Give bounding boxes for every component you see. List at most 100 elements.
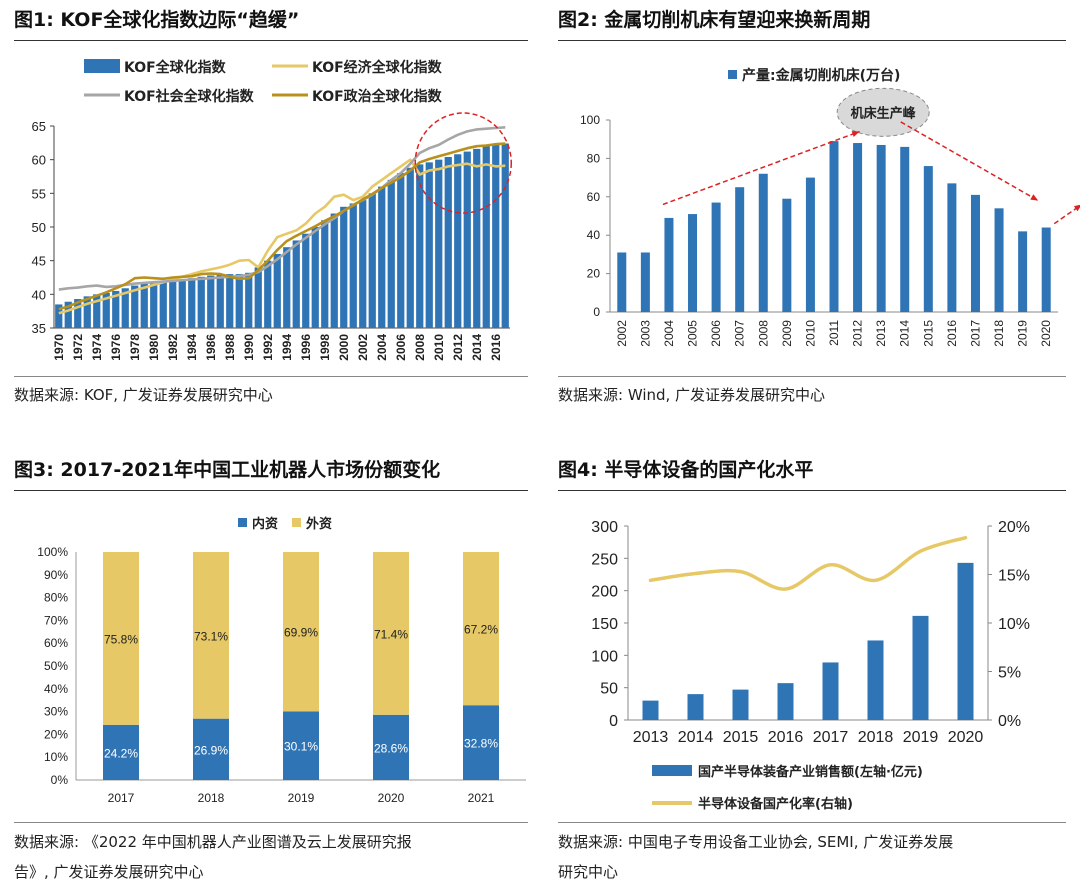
x-tick-label: 2008 [413,334,427,361]
x-tick-label: 2020 [378,791,405,805]
y-tick-label: 65 [32,119,46,134]
data-label-domestic: 28.6% [374,741,408,755]
bar [642,700,659,720]
source-rule [14,376,528,377]
data-label-foreign: 75.8% [104,632,138,646]
bar [912,615,929,720]
source-note-line1: 数据来源: 中国电子专用设备工业协会, SEMI, 广发证券发展 [558,833,954,851]
x-tick-label: 2016 [768,729,804,746]
x-tick-label: 1972 [71,334,85,361]
x-tick-label: 1992 [261,334,275,361]
bar [829,141,839,312]
kof-chart: KOF全球化指数 KOF经济全球化指数 KOF社会全球化指数 KOF政治全球化指数 35… [32,59,512,361]
panel-title: 图3: 2017-2021年中国工业机器人市场份额变化 [14,459,441,481]
panel-title: 图2: 金属切削机床有望迎来换新周期 [558,9,871,31]
bar [330,213,338,328]
panel-title: 图1: KOF全球化指数边际“趋缓” [14,9,300,31]
x-tick-label: 2017 [968,320,982,347]
highlight-circle [414,112,512,214]
bar [822,662,839,720]
legend-label: KOF政治全球化指数 [312,88,443,105]
bar [492,144,500,328]
x-tick-label: 2012 [451,334,465,361]
x-tick-label: 2015 [921,320,935,347]
x-tick-label: 1980 [147,334,161,361]
bar [207,275,215,328]
bar [216,274,224,328]
y-tick-label: 30% [44,705,68,719]
legend-swatch [292,518,301,527]
x-tick-label: 2016 [945,320,959,347]
legend-label: KOF全球化指数 [124,59,227,76]
bar [900,146,910,312]
series-line [648,535,968,591]
title-rule [14,490,528,491]
bar [83,296,91,328]
bar [444,156,452,328]
y-tick-label-right: 0% [998,713,1021,730]
x-tick-label: 2013 [874,320,888,347]
bar [245,272,253,328]
legend-label: 产量:金属切削机床(万台) [742,67,900,84]
bar [359,200,367,328]
bar [923,166,933,312]
x-tick-label: 1998 [318,334,332,361]
title-rule [14,40,528,41]
bar [55,304,63,328]
y-tick-label: 90% [44,568,68,582]
bar [1018,231,1028,312]
y-tick-label-left: 150 [591,616,618,633]
y-tick-label-left: 0 [609,713,618,730]
legend-label: 国产半导体装备产业销售额(左轴·亿元) [698,764,923,780]
legend-swatch [652,765,692,776]
legend-label: 内资 [252,516,278,532]
bar-foreign [103,552,139,725]
y-tick-label: 60 [587,190,601,204]
bar [235,274,243,328]
bar [463,151,471,328]
bar [188,278,196,328]
panel-semi-equipment: 图4: 半导体设备的国产化水平 0 50 100 150 200 250 300 0% 5% 10… [558,456,1074,892]
x-tick-label: 2002 [356,334,370,361]
y-tick-label: 10% [44,750,68,764]
arrow-head [851,131,860,138]
x-tick-label: 2021 [468,791,495,805]
y-tick-label-right: 20% [998,519,1030,536]
bar [273,253,281,328]
x-tick-label: 2018 [992,320,1006,347]
y-tick-label-left: 100 [591,648,618,665]
y-tick-label-left: 300 [591,519,618,536]
bar [782,198,792,312]
bar-foreign [373,552,409,715]
robot-share-chart: 内资 外资 0% 10% 20% 30% 40% 50% 60% 70% 80% 90% 100% 24.… [37,516,526,805]
bar [178,279,186,328]
bar-domestic [463,705,499,780]
x-tick-label: 2011 [827,320,841,346]
x-tick-label: 1988 [223,334,237,361]
x-tick-label: 2004 [375,334,389,361]
series-line [58,142,506,311]
y-tick-label: 55 [32,186,46,201]
bar [416,164,424,328]
x-tick-label: 1976 [109,334,123,361]
y-tick-label-right: 5% [998,665,1021,682]
data-label-domestic: 32.8% [464,737,498,751]
peak-annotation: 机床生产峰 [851,105,917,121]
data-label-foreign: 73.1% [194,629,228,643]
x-tick-label: 2004 [662,320,676,347]
x-tick-label: 1994 [280,334,294,361]
y-tick-label: 20% [44,727,68,741]
x-tick-label: 2009 [780,320,794,347]
y-tick-label: 45 [32,254,46,269]
source-rule [558,822,1066,823]
bar [159,281,167,328]
x-tick-label: 2019 [903,729,939,746]
bar [640,252,650,312]
bar-foreign [193,552,229,719]
bar [805,177,815,312]
y-tick-label-left: 200 [591,584,618,601]
bar-foreign [283,552,319,712]
bar [617,252,627,312]
legend-label: 外资 [305,516,332,532]
machine-tools-chart: 产量:金属切削机床(万台) 0 20 40 60 80 100 2002 2003 2004 200… [580,67,1080,347]
